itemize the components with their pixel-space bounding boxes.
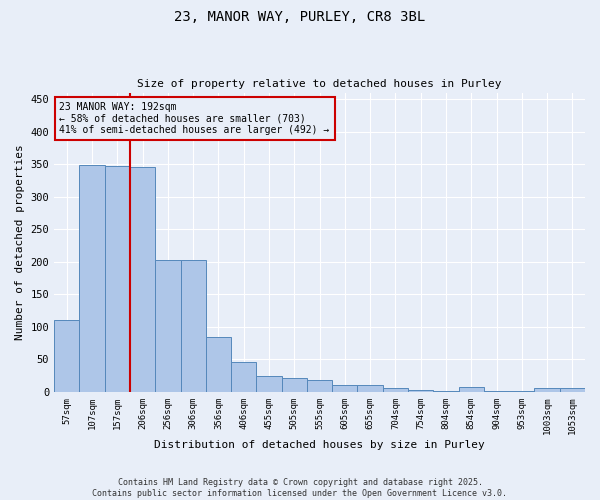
Bar bbox=[560, 388, 585, 392]
Bar bbox=[155, 260, 181, 392]
Title: Size of property relative to detached houses in Purley: Size of property relative to detached ho… bbox=[137, 79, 502, 89]
Text: 23, MANOR WAY, PURLEY, CR8 3BL: 23, MANOR WAY, PURLEY, CR8 3BL bbox=[175, 10, 425, 24]
Text: 23 MANOR WAY: 192sqm
← 58% of detached houses are smaller (703)
41% of semi-deta: 23 MANOR WAY: 192sqm ← 58% of detached h… bbox=[59, 102, 330, 134]
Bar bbox=[307, 380, 332, 392]
Bar bbox=[130, 168, 155, 392]
Bar bbox=[458, 388, 484, 392]
Y-axis label: Number of detached properties: Number of detached properties bbox=[15, 144, 25, 340]
Bar bbox=[408, 390, 433, 392]
Bar bbox=[231, 362, 256, 392]
X-axis label: Distribution of detached houses by size in Purley: Distribution of detached houses by size … bbox=[154, 440, 485, 450]
Bar bbox=[206, 336, 231, 392]
Bar bbox=[433, 390, 458, 392]
Bar bbox=[332, 386, 358, 392]
Bar bbox=[79, 166, 105, 392]
Bar bbox=[181, 260, 206, 392]
Bar bbox=[281, 378, 307, 392]
Text: Contains HM Land Registry data © Crown copyright and database right 2025.
Contai: Contains HM Land Registry data © Crown c… bbox=[92, 478, 508, 498]
Bar bbox=[256, 376, 281, 392]
Bar bbox=[105, 166, 130, 392]
Bar bbox=[54, 320, 79, 392]
Bar bbox=[358, 386, 383, 392]
Bar bbox=[535, 388, 560, 392]
Bar bbox=[383, 388, 408, 392]
